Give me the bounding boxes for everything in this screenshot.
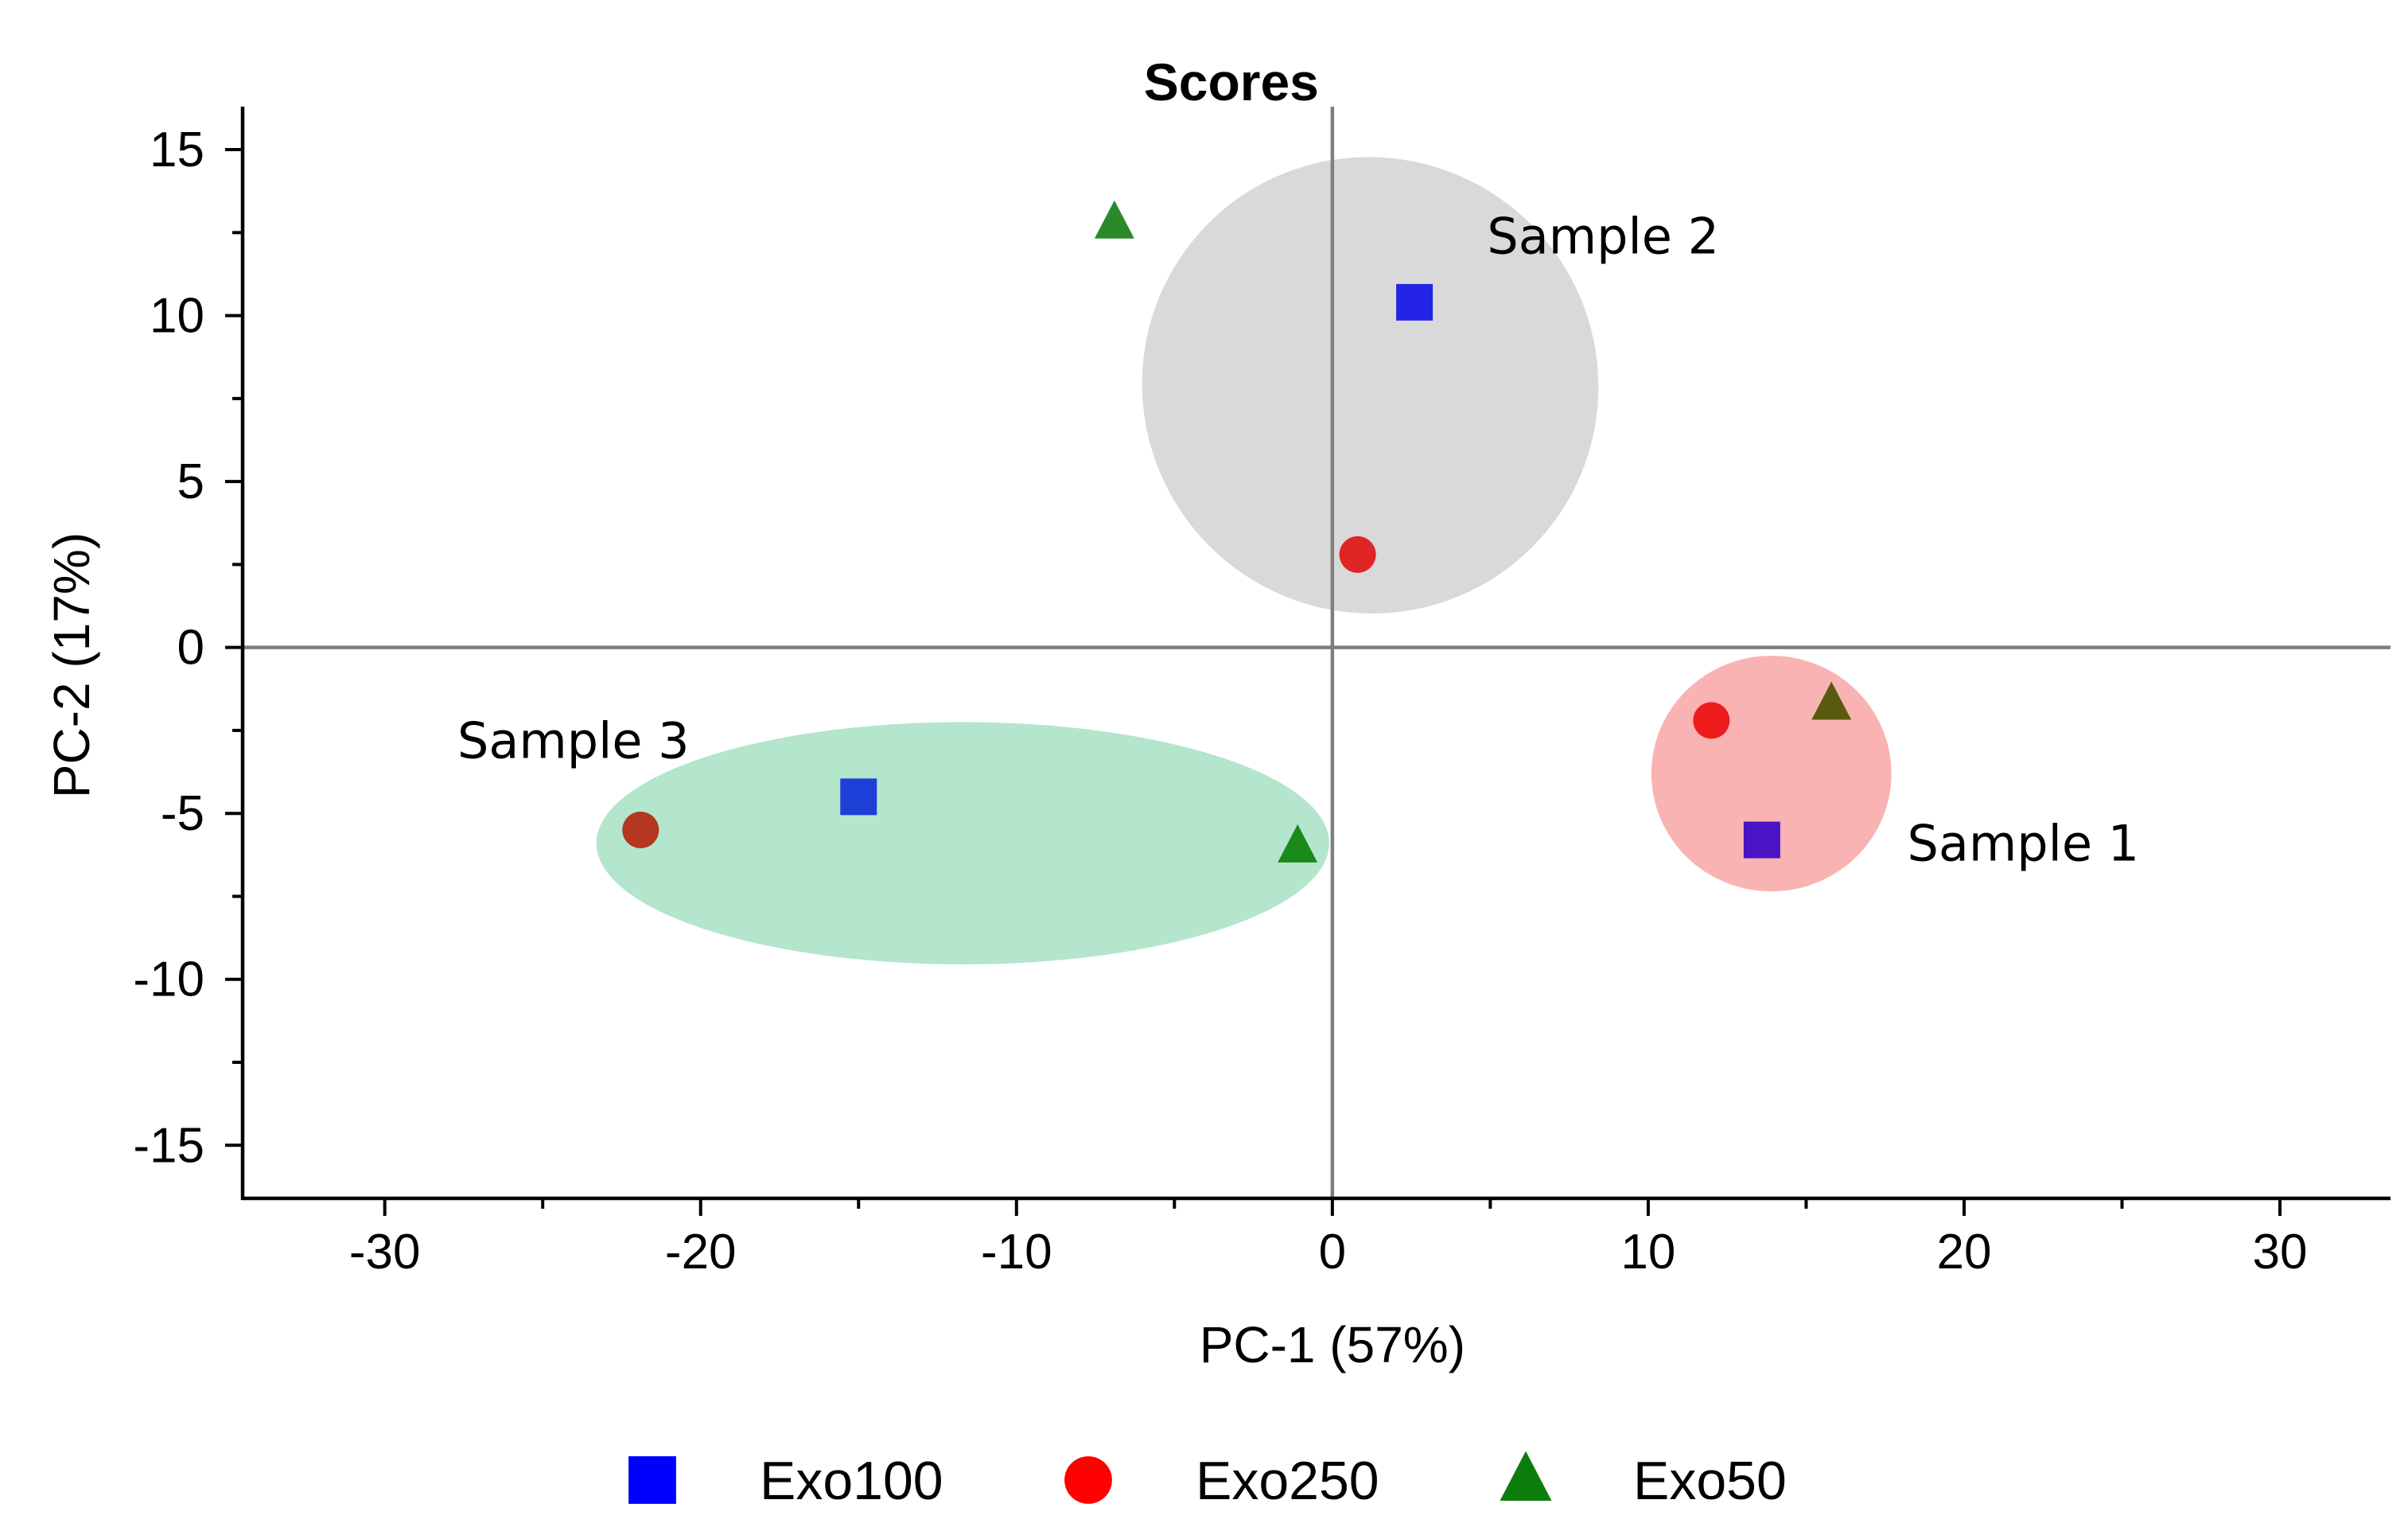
group-label-3: Sample 1	[1908, 815, 2140, 873]
point-exo50-3	[1811, 681, 1852, 720]
y-tick-label: -15	[133, 1118, 204, 1173]
legend-label-exo250: Exo250	[1196, 1451, 1379, 1511]
legend-circle-icon	[1064, 1456, 1112, 1504]
chart-labels: Scores PC-1 (57%) PC-2 (17%) Sample 2 Sample…	[43, 53, 2139, 1373]
group-ellipse-2	[596, 722, 1329, 964]
axes: 15 10 5 0 -5 -10 -15 -30 -20 -10 0 10 20 30	[133, 107, 2390, 1280]
legend-square-icon	[628, 1456, 676, 1504]
x-tick-label: -30	[349, 1225, 421, 1280]
x-tick-label: -10	[981, 1225, 1052, 1280]
point-exo100-2	[840, 778, 877, 816]
x-tick-label: 10	[1620, 1225, 1675, 1280]
group-ellipse-1	[1142, 157, 1599, 614]
data-points	[622, 200, 1852, 863]
group-label-2: Sample 3	[457, 711, 690, 769]
group-ellipses	[596, 157, 1892, 964]
point-exo50-1	[1094, 200, 1134, 239]
x-tick-label: 30	[2253, 1225, 2308, 1280]
legend-triangle-icon	[1500, 1451, 1552, 1501]
zero-lines	[243, 107, 2390, 1198]
chart-title: Scores	[1144, 53, 1319, 111]
x-tick-label: -20	[665, 1225, 737, 1280]
y-tick-label: 10	[150, 289, 204, 344]
point-exo50-2	[1278, 824, 1318, 863]
group-label-1: Sample 2	[1487, 207, 1719, 265]
y-tick-label: 15	[150, 123, 204, 177]
point-exo250-1	[1339, 536, 1376, 573]
legend-label-exo50: Exo50	[1633, 1451, 1787, 1511]
x-tick-label: 0	[1319, 1225, 1346, 1280]
legend-label-exo100: Exo100	[760, 1451, 943, 1511]
point-exo250-3	[1693, 702, 1730, 739]
y-tick-label: -5	[161, 786, 204, 841]
legend: Exo100 Exo250 Exo50	[628, 1451, 1787, 1511]
point-exo250-2	[622, 812, 659, 849]
y-tick-label: 5	[177, 454, 204, 509]
point-exo100-3	[1743, 821, 1780, 859]
x-axis-title: PC-1 (57%)	[1200, 1316, 1465, 1373]
y-axis-title: PC-2 (17%)	[43, 532, 100, 798]
y-tick-label: 0	[177, 621, 204, 676]
point-exo100-1	[1396, 283, 1434, 321]
x-tick-label: 20	[1936, 1225, 1991, 1280]
y-tick-label: -10	[133, 952, 204, 1007]
